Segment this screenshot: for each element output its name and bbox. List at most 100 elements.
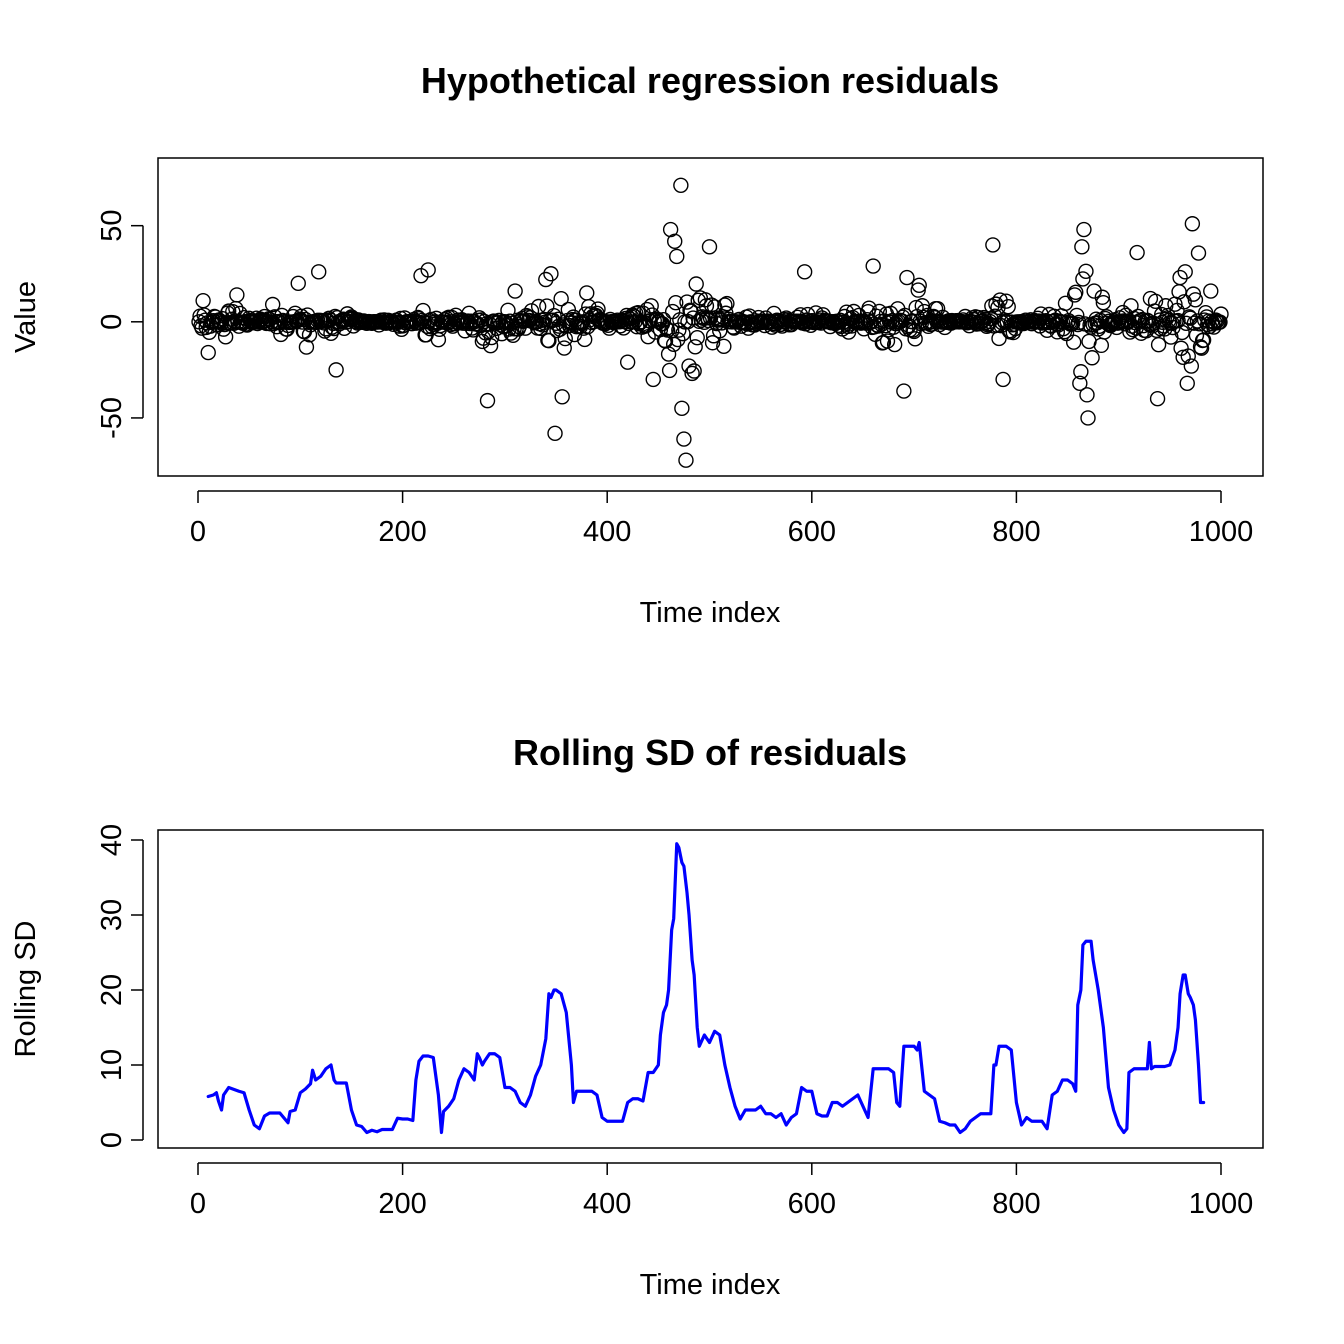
- x-tick-label: 0: [190, 1188, 206, 1220]
- x-tick-label: 200: [378, 516, 426, 548]
- x-tick-label: 600: [788, 1188, 836, 1220]
- x-tick-label: 0: [190, 516, 206, 548]
- data-point: [676, 431, 692, 447]
- data-point: [1078, 263, 1094, 279]
- data-point: [554, 389, 570, 405]
- data-point: [673, 177, 689, 194]
- data-point: [704, 335, 721, 351]
- data-point: [896, 383, 912, 399]
- data-point: [1054, 314, 1071, 330]
- data-point: [1176, 294, 1192, 310]
- data-point: [719, 295, 735, 312]
- data-point: [1150, 337, 1167, 353]
- data-point: [543, 266, 559, 282]
- data-point: [666, 336, 682, 352]
- plot-frame: [157, 829, 1264, 1149]
- scatter-points: [191, 177, 1229, 468]
- data-point: [547, 425, 563, 442]
- data-point: [323, 325, 339, 342]
- data-point: [717, 297, 733, 313]
- data-point: [1129, 244, 1145, 261]
- data-point: [556, 340, 572, 356]
- data-point: [688, 276, 704, 292]
- data-point: [1177, 264, 1193, 280]
- data-point: [290, 275, 306, 292]
- data-point: [1084, 350, 1100, 366]
- data-point: [420, 262, 436, 278]
- x-axis: 0 200 400 600 800 1000: [190, 1162, 1254, 1220]
- data-point: [667, 233, 683, 250]
- y-axis-label: Rolling SD: [10, 921, 42, 1058]
- data-point: [1172, 269, 1188, 286]
- data-point: [689, 329, 705, 346]
- data-point: [298, 339, 315, 355]
- x-tick-label: 1000: [1189, 516, 1254, 548]
- data-point: [991, 330, 1007, 347]
- x-axis-label: Time index: [640, 1269, 781, 1301]
- y-tick-label: 50: [96, 210, 128, 242]
- x-tick-label: 400: [583, 516, 631, 548]
- x-tick-label: 200: [378, 1188, 426, 1220]
- data-point: [1000, 298, 1016, 315]
- data-point: [264, 296, 281, 313]
- x-tick-label: 800: [992, 1188, 1040, 1220]
- y-tick-label: 40: [96, 824, 128, 856]
- data-point: [1074, 239, 1090, 255]
- data-point: [1057, 295, 1074, 311]
- data-point: [1079, 387, 1095, 403]
- data-point: [686, 363, 702, 379]
- rolling-sd-series-line: [206, 842, 1206, 1135]
- data-point: [1195, 332, 1212, 348]
- data-point: [200, 344, 216, 361]
- data-point: [674, 400, 690, 417]
- data-point: [1179, 375, 1195, 392]
- data-point: [1075, 271, 1091, 287]
- data-point: [865, 258, 881, 274]
- x-tick-label: 800: [992, 516, 1040, 548]
- data-point: [1069, 307, 1085, 324]
- data-point: [1183, 358, 1200, 374]
- y-tick-label: -50: [96, 397, 128, 439]
- data-point: [482, 338, 499, 354]
- y-tick-label: 0: [96, 1132, 128, 1148]
- data-point: [668, 295, 684, 311]
- data-point: [661, 362, 678, 379]
- data-point: [1187, 292, 1204, 308]
- data-point: [1094, 289, 1111, 305]
- data-point: [311, 264, 327, 280]
- data-point: [1190, 245, 1207, 261]
- data-point: [911, 277, 927, 293]
- data-point: [670, 331, 686, 348]
- data-point: [1192, 339, 1209, 355]
- data-point: [1068, 284, 1084, 301]
- data-point: [899, 269, 915, 286]
- data-point: [1213, 306, 1229, 322]
- data-point: [643, 298, 659, 314]
- data-point: [1076, 221, 1092, 238]
- data-point: [995, 371, 1011, 388]
- data-point: [691, 313, 707, 330]
- data-point: [645, 371, 661, 388]
- data-point: [1073, 364, 1089, 380]
- data-point: [1175, 349, 1191, 365]
- data-point: [229, 287, 245, 303]
- y-tick-label: 30: [96, 899, 128, 931]
- y-axis: 0 10 20 30 40: [96, 824, 144, 1148]
- data-point: [328, 362, 344, 378]
- y-axis-label: Value: [10, 281, 42, 353]
- data-point: [671, 322, 687, 338]
- data-point: [546, 307, 562, 324]
- data-point: [1086, 283, 1102, 299]
- y-tick-label: 10: [96, 1049, 128, 1081]
- x-tick-label: 400: [583, 1188, 631, 1220]
- rolling-sd-line-chart: Rolling SD of residuals 0 200 400 600 800 100…: [10, 732, 1264, 1301]
- data-point: [1212, 314, 1228, 330]
- data-point: [681, 358, 697, 374]
- data-point: [886, 336, 903, 353]
- data-point: [507, 283, 523, 299]
- data-point: [669, 248, 685, 265]
- x-tick-label: 1000: [1189, 1188, 1254, 1220]
- data-point: [690, 292, 706, 309]
